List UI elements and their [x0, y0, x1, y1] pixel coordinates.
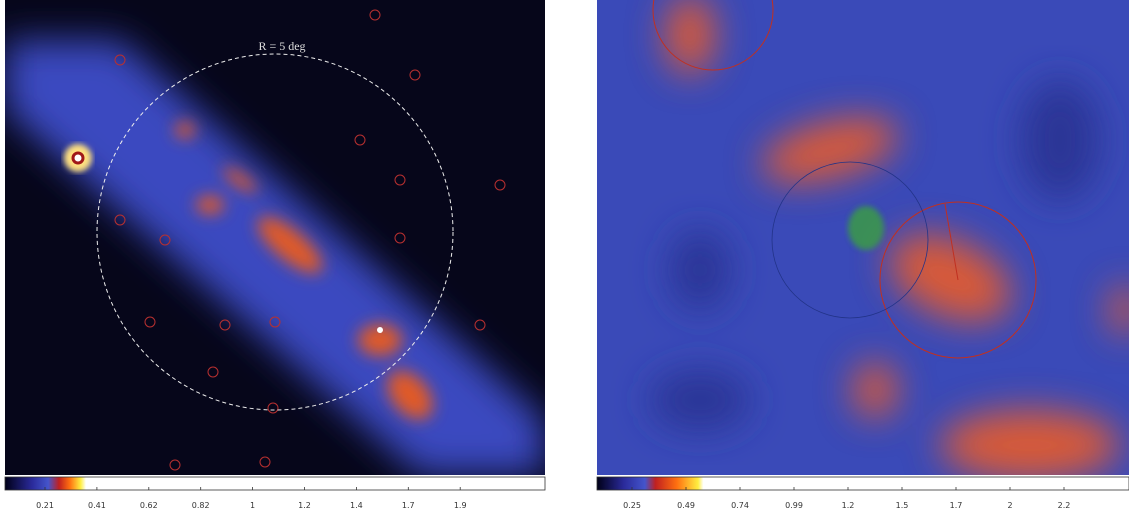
colorbar-tick-label: 1.2	[842, 501, 855, 510]
colorbar-tick-label: 1.9	[454, 501, 467, 510]
colorbar-tick-label: 2.2	[1058, 501, 1071, 510]
figure: R = 5 deg 0.21 0.41 0.62 0.82 1 1.2 1.4 1.7 1.9 0…	[0, 0, 1129, 514]
colorbar-tick-label: 1.5	[896, 501, 909, 510]
colorbar-tick-label: 1	[250, 501, 255, 510]
colorbar-tick-label: 1.7	[950, 501, 963, 510]
colorbar-tick-label: 0.99	[785, 501, 803, 510]
colorbar-tick-label: 0.49	[677, 501, 695, 510]
colorbar	[597, 477, 1129, 490]
colorbar-tick-label: 0.21	[36, 501, 54, 510]
colorbar-tick-label: 0.62	[140, 501, 158, 510]
colorbar-tick-label: 0.41	[88, 501, 106, 510]
region-label: R = 5 deg	[258, 39, 305, 53]
colorbar-tick-label: 2	[1007, 501, 1012, 510]
right-map	[597, 0, 1129, 480]
colorbar-tick-label: 1.4	[350, 501, 363, 510]
colorbar	[5, 477, 545, 490]
left-map: R = 5 deg	[5, 0, 545, 475]
colorbar-tick-label: 0.82	[192, 501, 210, 510]
colorbar-tick-label: 1.7	[402, 501, 415, 510]
colorbar-tick-label: 0.25	[623, 501, 641, 510]
colorbar-tick-label: 0.74	[731, 501, 749, 510]
colorbar-tick-label: 1.2	[298, 501, 311, 510]
